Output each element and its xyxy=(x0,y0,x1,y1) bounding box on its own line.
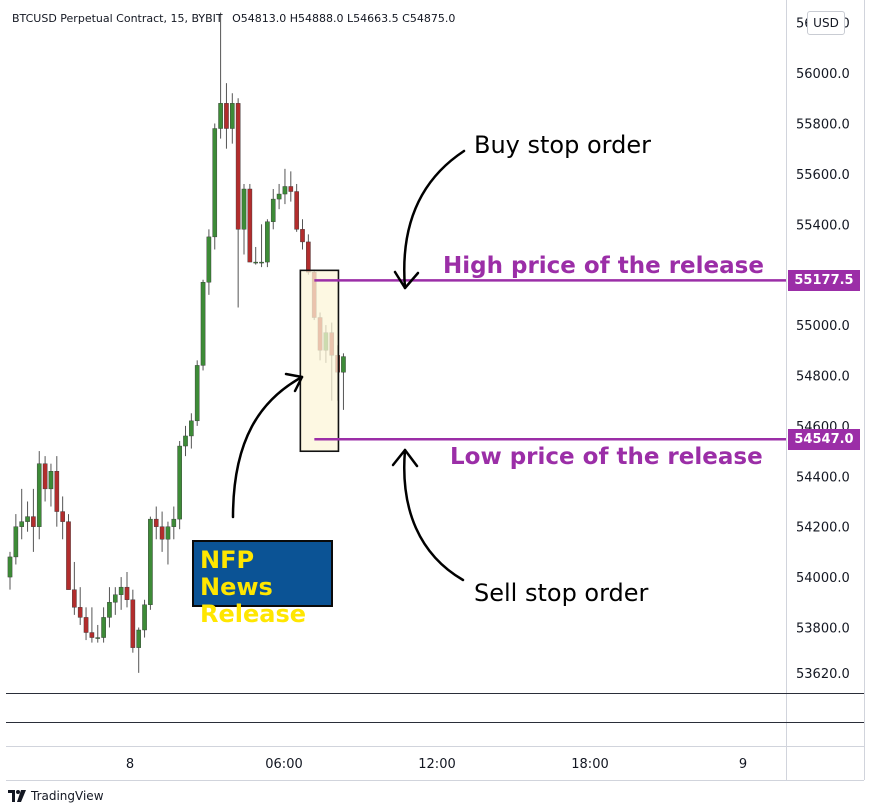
price-tick-label: 55000.0 xyxy=(796,319,850,334)
price-tick-label: 53800.0 xyxy=(796,621,850,636)
candle-body xyxy=(48,471,54,490)
candle-body xyxy=(189,420,194,437)
candle-body xyxy=(36,463,42,527)
candle-body xyxy=(159,526,165,540)
candle-body xyxy=(270,198,276,222)
buy-stop-arrowhead xyxy=(393,270,420,290)
candle-body xyxy=(13,526,19,558)
news-label-line2: Release xyxy=(200,600,307,628)
candle-body xyxy=(136,629,142,648)
price-tick-label: 54200.0 xyxy=(796,521,850,536)
time-tick-label: 12:00 xyxy=(418,757,455,772)
news-label-line1: NFP News xyxy=(200,546,273,601)
candle-body xyxy=(19,521,25,527)
price-tick-label: 54800.0 xyxy=(796,369,850,384)
price-tick-label: 56000.0 xyxy=(796,67,850,82)
high-price-tag: 55177.5 xyxy=(788,270,860,292)
news-arrow xyxy=(231,375,304,519)
candle-body xyxy=(218,103,223,129)
currency-button[interactable]: USD xyxy=(807,11,845,35)
tradingview-logo-icon xyxy=(8,790,26,802)
candle-body xyxy=(235,103,241,230)
candle-body xyxy=(118,586,124,595)
candle-body xyxy=(200,282,206,366)
candle-body xyxy=(282,186,288,195)
candle-body xyxy=(300,229,305,243)
sell-stop-label: Sell stop order xyxy=(474,579,649,607)
candle-body xyxy=(66,521,71,590)
price-tick-label: 55800.0 xyxy=(796,117,850,132)
sell-stop-arrowhead xyxy=(391,448,419,468)
news-arrowhead xyxy=(284,372,304,393)
candle-body xyxy=(224,103,229,129)
price-tick-label: 54400.0 xyxy=(796,470,850,485)
candle-body xyxy=(31,516,36,527)
candle-body xyxy=(177,445,182,520)
time-tick-label: 9 xyxy=(739,757,747,772)
buy-stop-label: Buy stop order xyxy=(474,131,651,159)
low-price-tag: 54547.0 xyxy=(788,429,860,451)
candle-body xyxy=(183,435,188,447)
candle-body xyxy=(112,594,118,603)
candle-body xyxy=(54,471,60,512)
footer-brand[interactable]: TradingView xyxy=(8,789,104,803)
candle-body xyxy=(83,617,89,633)
high-price-label: High price of the release xyxy=(443,253,764,279)
candle-body xyxy=(7,556,13,578)
time-tick-label: 06:00 xyxy=(265,757,302,772)
candle-body xyxy=(107,602,112,618)
price-tick-label: 55600.0 xyxy=(796,168,850,183)
candle-body xyxy=(265,221,270,263)
chart-header: BTCUSD Perpetual Contract, 15, BYBIT O54… xyxy=(12,12,455,25)
footer-brand-text: TradingView xyxy=(31,789,104,803)
candle-body xyxy=(25,516,30,522)
candle-body xyxy=(89,632,95,638)
candle-body xyxy=(341,356,346,373)
candle-body xyxy=(72,589,77,608)
candle-body xyxy=(130,599,136,648)
nfp-news-label: NFP News Release xyxy=(192,540,333,628)
time-axis-labels: 8 06:00 12:00 18:00 9 xyxy=(126,757,747,772)
candle-body xyxy=(95,637,101,639)
candle-body xyxy=(276,193,282,200)
time-tick-label: 18:00 xyxy=(571,757,608,772)
candle-body xyxy=(247,188,253,263)
low-price-label: Low price of the release xyxy=(450,444,763,470)
candle-body xyxy=(124,586,130,600)
price-tick-label: 55400.0 xyxy=(796,218,850,233)
candle-body xyxy=(194,365,200,422)
candle-body xyxy=(77,607,83,618)
candle-body xyxy=(306,241,311,273)
candle-body xyxy=(142,604,147,631)
candle-body xyxy=(60,511,65,522)
candle-body xyxy=(206,236,212,283)
sell-stop-arrow xyxy=(403,448,465,582)
symbol-title[interactable]: BTCUSD Perpetual Contract, 15, BYBIT xyxy=(12,12,223,25)
candle-body xyxy=(241,188,247,230)
price-tick-label: 54000.0 xyxy=(796,571,850,586)
candle-body xyxy=(259,261,264,264)
buy-stop-arrow xyxy=(403,149,466,290)
candle-body xyxy=(153,518,159,527)
candle-body xyxy=(212,128,218,238)
candle-body xyxy=(288,186,294,192)
candle-body xyxy=(253,261,259,264)
candle-body xyxy=(42,463,48,490)
ohlc-readout: O54813.0 H54888.0 L54663.5 C54875.0 xyxy=(232,12,456,25)
candle-body xyxy=(148,518,153,605)
annotation-arrows xyxy=(231,149,466,582)
candle-body xyxy=(165,526,171,540)
candle-body xyxy=(294,191,299,230)
price-tick-label: 53620.0 xyxy=(796,667,850,682)
candle-body xyxy=(101,617,106,638)
time-tick-label: 8 xyxy=(126,757,134,772)
candle-body xyxy=(229,103,235,129)
candle-body xyxy=(171,518,177,527)
news-release-highlight xyxy=(299,269,340,453)
